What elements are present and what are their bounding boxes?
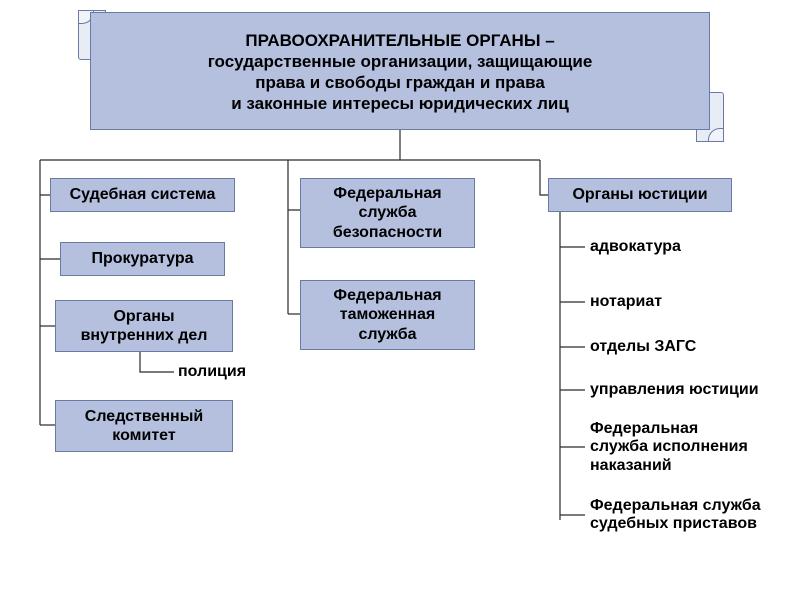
header-line4: и законные интересы юридических лиц [117,93,683,114]
line-to-justice [540,160,548,195]
label-advokat: адвокатура [590,238,681,256]
line-to-judicial [40,160,50,195]
box-fts-label: Федеральная таможенная служба [333,286,441,344]
header-title: ПРАВООХРАНИТЕЛЬНЫЕ ОРГАНЫ – [117,30,683,51]
line-police [140,352,174,372]
label-police: полиция [178,363,246,381]
line-to-fsb [288,160,300,210]
box-prosecution-label: Прокуратура [91,249,193,268]
box-justice-label: Органы юстиции [572,185,707,204]
box-judicial-label: Судебная система [70,185,216,204]
box-sk: Следственный комитет [55,400,233,452]
box-mvd: Органы внутренних дел [55,300,233,352]
header-line3: права и свободы граждан и права [117,72,683,93]
box-sk-label: Следственный комитет [85,407,203,445]
box-prosecution: Прокуратура [60,242,225,276]
box-justice: Органы юстиции [548,178,732,212]
label-zags: отделы ЗАГС [590,338,696,356]
label-fsin: Федеральная служба исполнения наказаний [590,420,748,475]
label-notariat: нотариат [590,293,662,311]
box-mvd-label: Органы внутренних дел [81,307,208,345]
label-upr: управления юстиции [590,381,759,399]
header-line2: государственные организации, защищающие [117,51,683,72]
label-fssp: Федеральная служба судебных приставов [590,497,761,534]
header-box: ПРАВООХРАНИТЕЛЬНЫЕ ОРГАНЫ – государствен… [90,12,710,130]
box-fsb: Федеральная служба безопасности [300,178,475,248]
box-fsb-label: Федеральная служба безопасности [333,184,442,242]
box-judicial: Судебная система [50,178,235,212]
box-fts: Федеральная таможенная служба [300,280,475,350]
